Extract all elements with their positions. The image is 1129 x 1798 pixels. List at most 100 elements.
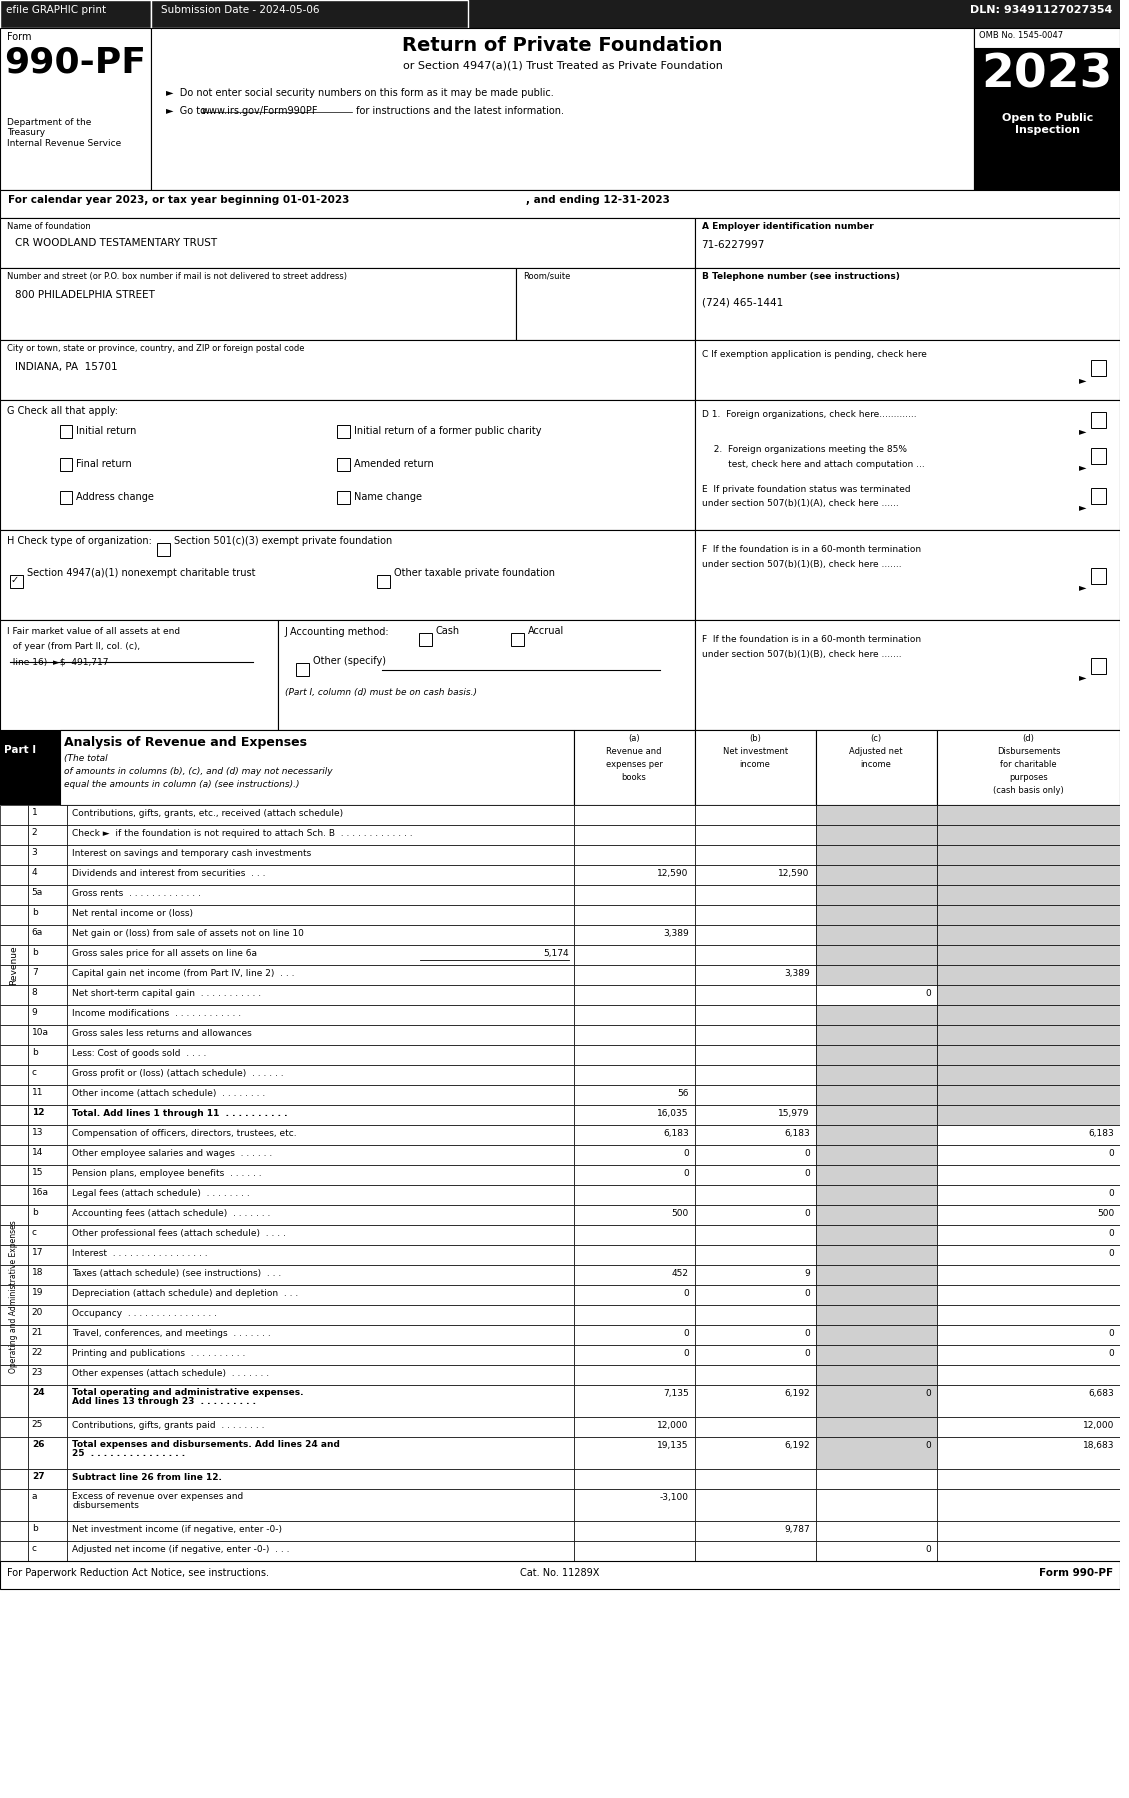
- Bar: [974, 49, 1120, 108]
- Text: Gross profit or (loss) (attach schedule)  . . . . . .: Gross profit or (loss) (attach schedule)…: [72, 1070, 285, 1079]
- Text: CR WOODLAND TESTAMENTARY TRUST: CR WOODLAND TESTAMENTARY TRUST: [15, 237, 217, 248]
- Bar: [694, 825, 815, 845]
- Bar: [28, 1437, 68, 1469]
- Bar: [815, 1437, 937, 1469]
- Text: ►: ►: [1078, 672, 1086, 681]
- Bar: [694, 530, 1120, 620]
- Bar: [0, 904, 28, 924]
- Bar: [815, 904, 937, 924]
- Text: 0: 0: [804, 1208, 809, 1217]
- Text: 6,192: 6,192: [784, 1390, 809, 1399]
- Text: Return of Private Foundation: Return of Private Foundation: [402, 36, 723, 56]
- Text: Income modifications  . . . . . . . . . . . .: Income modifications . . . . . . . . . .…: [72, 1009, 242, 1018]
- Text: 71-6227997: 71-6227997: [701, 239, 765, 250]
- Text: c: c: [32, 1228, 37, 1237]
- Bar: [68, 1205, 574, 1224]
- Bar: [68, 1126, 574, 1145]
- Bar: [157, 543, 169, 556]
- Text: , and ending 12-31-2023: , and ending 12-31-2023: [526, 194, 669, 205]
- Bar: [694, 218, 1120, 268]
- Text: ►: ►: [1078, 583, 1086, 592]
- Bar: [937, 806, 1120, 825]
- Bar: [694, 1417, 815, 1437]
- Text: 0: 0: [925, 1440, 930, 1449]
- Bar: [68, 1469, 574, 1489]
- Text: Other employee salaries and wages  . . . . . .: Other employee salaries and wages . . . …: [72, 1149, 273, 1158]
- Bar: [68, 985, 574, 1005]
- Bar: [694, 1305, 815, 1325]
- Bar: [574, 1045, 694, 1064]
- Bar: [574, 865, 694, 885]
- Bar: [815, 1025, 937, 1045]
- Text: 16a: 16a: [32, 1188, 49, 1197]
- Bar: [937, 825, 1120, 845]
- Bar: [694, 1205, 815, 1224]
- Text: 0: 0: [804, 1149, 809, 1158]
- Text: income: income: [860, 761, 892, 770]
- Text: income: income: [739, 761, 771, 770]
- Text: D 1.  Foreign organizations, check here.............: D 1. Foreign organizations, check here..…: [701, 410, 916, 419]
- Text: line 16)  ►$  491,717: line 16) ►$ 491,717: [7, 658, 108, 667]
- Bar: [60, 491, 72, 503]
- Bar: [694, 946, 815, 966]
- Text: ►: ►: [1078, 462, 1086, 473]
- Bar: [937, 865, 1120, 885]
- Bar: [28, 1345, 68, 1365]
- Text: 20: 20: [32, 1309, 43, 1318]
- Text: equal the amounts in column (a) (see instructions).): equal the amounts in column (a) (see ins…: [64, 780, 300, 789]
- Bar: [574, 885, 694, 904]
- Text: 0: 0: [683, 1348, 689, 1357]
- Bar: [694, 845, 815, 865]
- Text: a: a: [32, 1492, 37, 1501]
- Text: ►: ►: [1078, 502, 1086, 512]
- Text: 25: 25: [32, 1420, 43, 1429]
- Bar: [974, 29, 1120, 49]
- Bar: [0, 1325, 28, 1345]
- Bar: [151, 0, 469, 29]
- Bar: [0, 1521, 28, 1541]
- Text: ►  Do not enter social security numbers on this form as it may be made public.: ► Do not enter social security numbers o…: [166, 88, 553, 99]
- Bar: [68, 946, 574, 966]
- Bar: [28, 904, 68, 924]
- Bar: [0, 1005, 28, 1025]
- Text: Total operating and administrative expenses.: Total operating and administrative expen…: [72, 1388, 304, 1397]
- Text: Revenue: Revenue: [9, 946, 18, 985]
- Bar: [0, 924, 28, 946]
- Bar: [0, 946, 28, 966]
- Bar: [815, 1541, 937, 1561]
- Text: Adjusted net income (if negative, enter -0-)  . . .: Adjusted net income (if negative, enter …: [72, 1544, 290, 1553]
- Bar: [815, 1384, 937, 1417]
- Bar: [694, 1384, 815, 1417]
- Bar: [574, 1286, 694, 1305]
- Bar: [28, 1305, 68, 1325]
- Bar: [937, 1224, 1120, 1244]
- Bar: [815, 1305, 937, 1325]
- Bar: [694, 1345, 815, 1365]
- Bar: [815, 1286, 937, 1305]
- Text: 27: 27: [32, 1473, 44, 1482]
- Text: Name change: Name change: [355, 493, 422, 502]
- Text: 25  . . . . . . . . . . . . . . .: 25 . . . . . . . . . . . . . . .: [72, 1449, 185, 1458]
- Text: 3,389: 3,389: [784, 969, 809, 978]
- Bar: [28, 1489, 68, 1521]
- Bar: [815, 845, 937, 865]
- Bar: [815, 1126, 937, 1145]
- Bar: [574, 946, 694, 966]
- Text: 26: 26: [32, 1440, 44, 1449]
- Bar: [937, 1417, 1120, 1437]
- Bar: [1091, 448, 1106, 464]
- Text: Excess of revenue over expenses and: Excess of revenue over expenses and: [72, 1492, 244, 1501]
- Bar: [0, 1417, 28, 1437]
- Text: 19: 19: [32, 1289, 43, 1298]
- Bar: [694, 1084, 815, 1106]
- Bar: [68, 1437, 574, 1469]
- Bar: [68, 1417, 574, 1437]
- Text: Capital gain net income (from Part IV, line 2)  . . .: Capital gain net income (from Part IV, l…: [72, 969, 295, 978]
- Text: Cash: Cash: [436, 626, 460, 636]
- Bar: [937, 1005, 1120, 1025]
- Bar: [937, 946, 1120, 966]
- Bar: [28, 1224, 68, 1244]
- Bar: [28, 1185, 68, 1205]
- Bar: [574, 1025, 694, 1045]
- Text: 5a: 5a: [32, 888, 43, 897]
